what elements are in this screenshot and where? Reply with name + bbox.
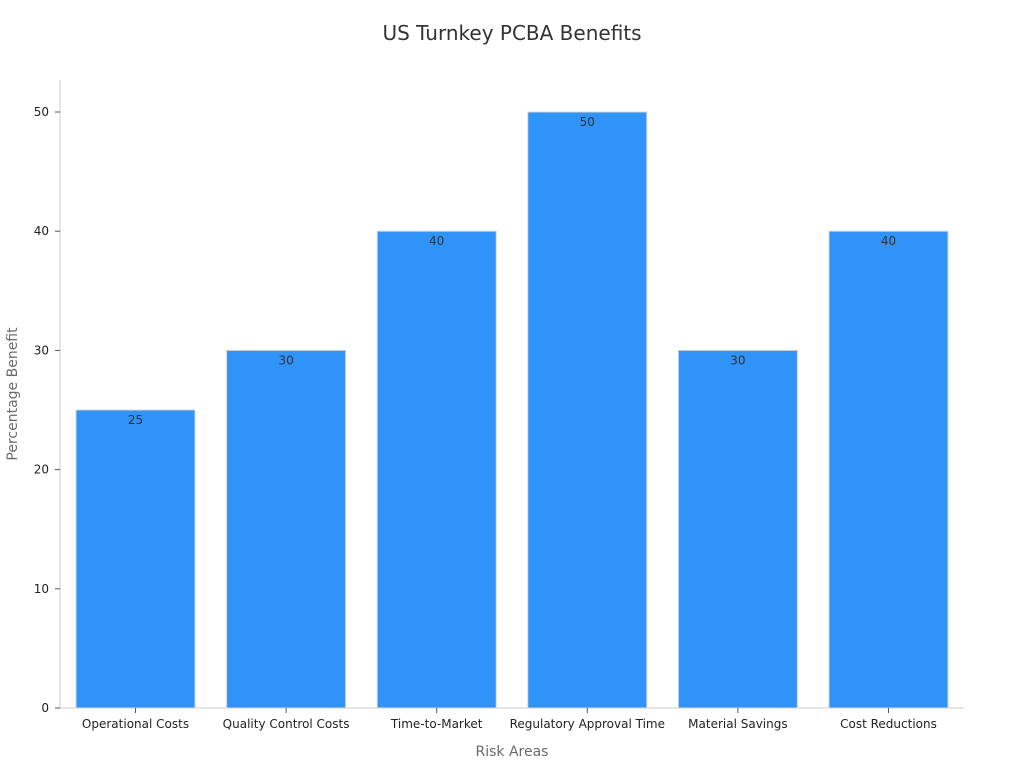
bar <box>527 111 648 709</box>
y-tick-label: 10 <box>34 582 49 596</box>
x-axis-title: Risk Areas <box>476 744 549 760</box>
bar-value-label: 40 <box>429 234 444 248</box>
bar <box>376 230 497 709</box>
y-tick-label: 40 <box>34 224 49 238</box>
x-tick-label: Operational Costs <box>82 717 189 731</box>
x-tick-label: Regulatory Approval Time <box>510 717 665 731</box>
y-tick-label: 50 <box>34 105 49 119</box>
data-labels-group: 25 30 40 50 30 40 <box>128 115 896 427</box>
bar-value-label: 50 <box>580 115 595 129</box>
bar <box>226 349 347 709</box>
x-tick-label: Cost Reductions <box>840 717 937 731</box>
bars-group <box>75 111 949 709</box>
bar-value-label: 25 <box>128 413 143 427</box>
bar <box>828 230 949 709</box>
x-tick-label: Material Savings <box>688 717 787 731</box>
x-tick-label: Quality Control Costs <box>223 717 350 731</box>
y-axis-title: Percentage Benefit <box>5 327 21 461</box>
bar <box>677 349 798 709</box>
chart-title: US Turnkey PCBA Benefits <box>382 21 641 45</box>
y-tick-label: 30 <box>34 343 49 357</box>
bar <box>75 409 196 709</box>
x-axis-ticks: Operational Costs Quality Control Costs Ti… <box>82 708 937 731</box>
bar-value-label: 30 <box>278 353 293 367</box>
bar-value-label: 40 <box>881 234 896 248</box>
y-axis-ticks: 0 10 20 30 40 50 <box>34 105 60 715</box>
y-tick-label: 0 <box>41 701 49 715</box>
x-tick-label: Time-to-Market <box>390 717 483 731</box>
bar-value-label: 30 <box>730 353 745 367</box>
y-tick-label: 20 <box>34 463 49 477</box>
